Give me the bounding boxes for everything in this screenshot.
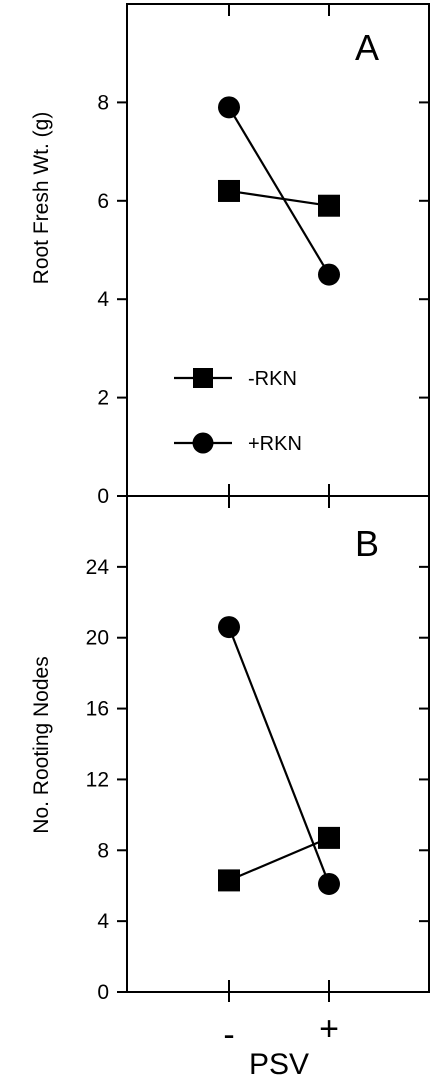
panel-a-point-plus-rkn-plus [318,263,340,286]
legend-label-minus-rkn: -RKN [248,368,297,390]
panel-b-y-axis-title: No. Rooting Nodes [30,656,53,833]
panel-b-y-tick-label: 20 [86,627,109,650]
panel-a-point-minus-rkn-plus [318,194,340,217]
panel-b-label: B [355,523,379,564]
panel-b-y-tick-label: 8 [97,839,109,862]
panel-b-point-minus-rkn-minus [218,869,240,892]
legend-square-marker [193,368,213,388]
panel-a-label: A [355,27,379,68]
panel-a-y-tick-label: 4 [97,288,109,311]
panel-a-series-line-minus-rkn [228,189,330,207]
legend: -RKN +RKN [174,368,302,455]
panel-b-y-tick-label: 16 [86,698,109,721]
panel-b-y-tick-label: 12 [86,768,109,791]
panel-b-series-line-minus-rkn [228,836,330,882]
x-tick-label-plus: + [319,1010,339,1048]
x-tick-label-minus: - [223,1016,234,1054]
panel-b-point-plus-rkn-minus [218,616,240,639]
panel-b-frame [126,495,430,993]
panel-a-y-tick-label: 8 [97,91,109,114]
x-axis-title: PSV [249,1048,309,1080]
panel-b: 0 4 8 12 16 20 24 [86,495,430,1004]
panel-b-y-tick-label: 0 [97,981,109,1004]
panel-a-point-plus-rkn-minus [218,96,240,119]
panel-a-frame [126,3,430,497]
panel-a-y-tick-label: 2 [97,387,109,410]
panel-a-point-minus-rkn-minus [218,179,240,202]
panel-a-y-axis-title: Root Fresh Wt. (g) [30,112,53,285]
panel-b-series-line-plus-rkn [227,626,331,885]
legend-label-plus-rkn: +RKN [248,433,302,455]
panel-a-series-line-plus-rkn [228,106,330,276]
panel-b-point-minus-rkn-plus [318,826,340,849]
panel-b-y-tick-label: 24 [86,556,110,579]
panel-a-y-tick-label: 6 [97,190,109,213]
panel-b-point-plus-rkn-plus [318,872,340,895]
legend-circle-marker [192,432,214,454]
panel-a-y-tick-label: 0 [97,485,109,508]
panel-b-y-tick-label: 4 [97,910,109,933]
